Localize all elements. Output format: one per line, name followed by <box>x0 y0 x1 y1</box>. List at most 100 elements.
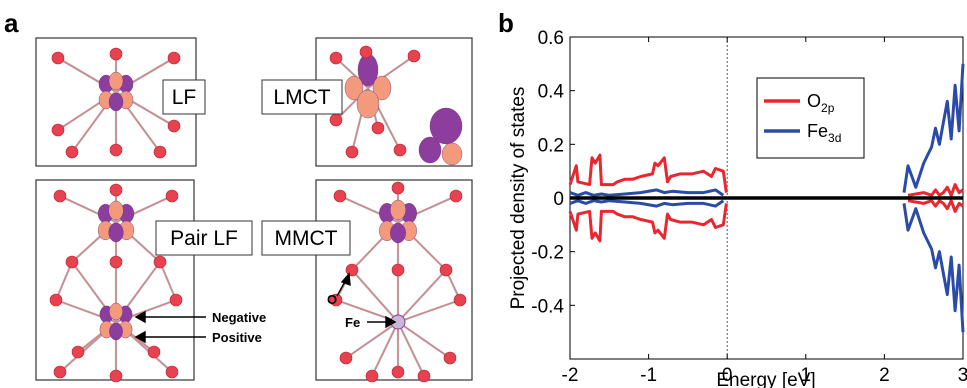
oxygen-atom <box>167 51 181 65</box>
orbital-lobe <box>418 136 442 164</box>
oxygen-atom <box>109 255 123 269</box>
label-box-pair-lf <box>155 220 253 256</box>
oxygen-atom <box>345 145 359 159</box>
oxygen-atom <box>53 189 67 203</box>
label-mmct: MMCT <box>275 227 338 250</box>
oxygen-atom <box>65 255 79 269</box>
oxygen-atom <box>153 145 167 159</box>
arrow-fe-head <box>385 315 397 329</box>
oxygen-atom <box>329 293 343 307</box>
orbital-lobe <box>390 222 406 244</box>
label-box-lf <box>162 79 206 115</box>
oxygen-atom <box>329 113 343 127</box>
oxygen-atom <box>169 293 183 307</box>
arrow-o-head <box>340 272 351 287</box>
series-line <box>568 153 728 193</box>
oxygen-atom <box>391 181 405 195</box>
arrow-negative-head <box>134 310 146 324</box>
x-tick-label: -1 <box>640 365 657 386</box>
series-fe3d <box>569 63 965 333</box>
oxygen-atom <box>407 49 421 63</box>
panel-a-letter: a <box>4 8 19 38</box>
bond-highlight <box>371 321 399 377</box>
bond-highlight <box>55 261 73 301</box>
oxygen-atom <box>417 369 431 383</box>
x-tick-label: 0 <box>722 365 733 386</box>
oxygen-atom <box>153 255 167 269</box>
orbital-lobe <box>390 199 406 220</box>
orbital-lobe <box>372 75 392 101</box>
annotation-fe: Fe <box>345 315 360 330</box>
series-o2p <box>568 153 964 243</box>
oxygen-atom <box>51 123 65 137</box>
orbital-lobe <box>109 322 123 341</box>
oxygen-atom <box>167 119 181 133</box>
label-box-lmct <box>261 79 343 115</box>
annotation-o: O <box>327 292 337 307</box>
oxygen-atom <box>165 365 179 379</box>
oxygen-atom <box>449 189 463 203</box>
oxygen-atom <box>65 145 79 159</box>
annotation-negative: Negative <box>212 310 266 325</box>
orbital-lobe <box>356 89 380 119</box>
oxygen-atom <box>329 51 343 65</box>
bond-highlight <box>345 321 399 359</box>
orbital-lobe <box>108 71 124 91</box>
series-line <box>568 203 728 243</box>
oxygen-atom <box>51 51 65 65</box>
oxygen-atom <box>333 189 347 203</box>
label-lf: LF <box>172 86 197 109</box>
orbital-lobe <box>344 75 364 101</box>
oxygen-atom <box>339 351 353 365</box>
orbital-lobe <box>441 142 463 166</box>
x-tick-label: 3 <box>958 365 967 386</box>
oxygen-atom <box>147 345 161 359</box>
oxygen-atom <box>393 143 407 157</box>
oxygen-atom <box>345 263 359 277</box>
oxygen-atom <box>165 189 179 203</box>
oxygen-atom <box>371 121 385 135</box>
y-tick-label: 0 <box>553 189 564 210</box>
label-pair-lf: Pair LF <box>170 227 238 250</box>
series-line <box>907 199 964 213</box>
bond-highlight <box>397 321 425 377</box>
y-tick-label: -0.4 <box>531 296 564 317</box>
y-tick-label: 0.6 <box>538 28 564 49</box>
oxygen-atom <box>53 365 67 379</box>
x-tick-label: -2 <box>562 365 579 386</box>
bond-highlight <box>397 299 461 323</box>
oxygen-atom <box>109 47 123 61</box>
oxygen-atom <box>439 263 453 277</box>
y-tick-label: 0.4 <box>538 82 565 103</box>
oxygen-atom <box>109 369 123 383</box>
y-tick-label: 0.2 <box>538 135 564 156</box>
orbital-lobe <box>108 92 124 112</box>
pdos-chart: -2 -1 0 1 2 3 0.6 0.4 0.2 0 -0.2 -0.4 Energy [eV] P… <box>508 28 967 388</box>
legend-label-o2p: O2p <box>807 91 835 115</box>
bond-highlight <box>397 321 451 359</box>
oxygen-atom <box>391 263 405 277</box>
oxygen-atom <box>365 369 379 383</box>
label-lmct: LMCT <box>273 86 330 109</box>
oxygen-atom <box>71 345 85 359</box>
orbital-lobe <box>108 222 124 243</box>
bond-highlight <box>351 269 399 323</box>
oxygen-atom <box>49 293 63 307</box>
oxygen-atom <box>109 143 123 157</box>
series-line <box>569 199 725 208</box>
orbital-lobe <box>109 302 123 321</box>
orbital-lobe <box>108 200 124 221</box>
legend-box <box>756 77 865 159</box>
orbital-lobe <box>429 107 463 145</box>
x-tick-label: 2 <box>879 365 890 386</box>
bond-highlight <box>159 261 177 301</box>
bond-highlight <box>397 269 447 323</box>
series-line <box>902 63 965 193</box>
x-tick-label: 1 <box>801 365 812 386</box>
oxygen-atom <box>443 351 457 365</box>
series-line <box>902 203 965 333</box>
series-line <box>907 183 964 197</box>
oxygen-atom <box>359 45 373 59</box>
y-tick-label: -0.2 <box>531 243 564 264</box>
